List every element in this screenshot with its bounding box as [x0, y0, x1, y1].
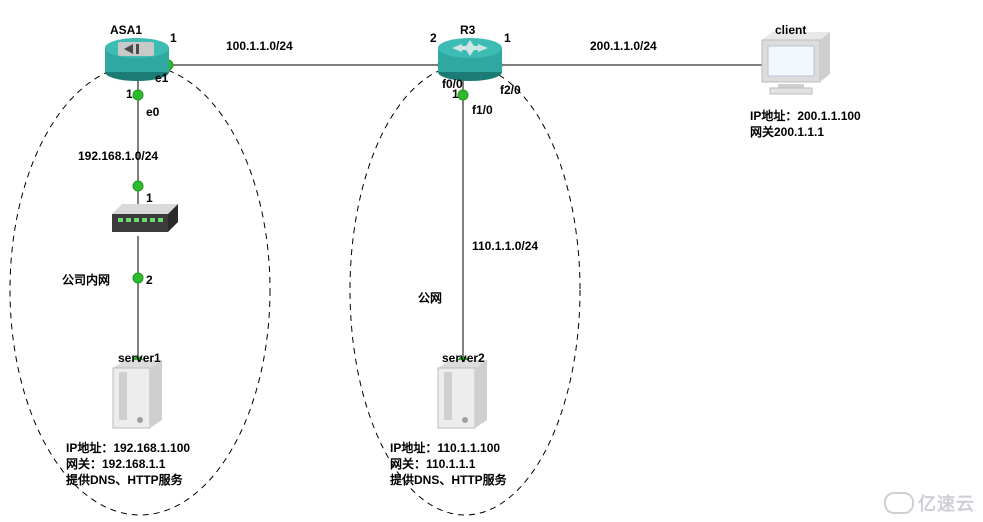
label-net-100: 100.1.1.0/24: [226, 38, 293, 54]
endpoint-dots: [133, 60, 775, 367]
label-zone-right: 公网: [418, 290, 442, 306]
device-r3-icon: [438, 38, 502, 81]
label-net-110: 110.1.1.0/24: [472, 238, 538, 254]
label-r3-f20: f2/0: [500, 82, 521, 98]
label-net-200: 200.1.1.0/24: [590, 38, 657, 54]
label-switch-port2: 2: [146, 272, 153, 288]
label-asa1-e1: e1: [155, 70, 168, 86]
label-r3-f10: f1/0: [472, 102, 493, 118]
label-server2-info: IP地址：110.1.1.100 网关：110.1.1.1 提供DNS、HTTP…: [390, 440, 507, 488]
label-switch-port1: 1: [146, 190, 153, 206]
label-r3-port1: 1: [504, 30, 511, 46]
label-asa1-e0: e0: [146, 104, 159, 120]
label-r3-name: R3: [460, 22, 475, 38]
label-asa1-port1: 1: [170, 30, 177, 46]
label-asa1-name: ASA1: [110, 22, 142, 38]
diagram-canvas: ASA1 R3 client server1 server2 100.1.1.0…: [0, 0, 983, 522]
label-r3-port2: 2: [430, 30, 437, 46]
label-server1-info: IP地址：192.168.1.100 网关：192.168.1.1 提供DNS、…: [66, 440, 190, 488]
label-r3-port1b: 1: [452, 86, 459, 102]
label-asa1-port1b: 1: [126, 86, 133, 102]
device-switch-icon: [112, 204, 178, 232]
label-zone-left: 公司内网: [62, 272, 110, 288]
label-server1-name: server1: [118, 350, 161, 366]
device-server1-icon: [113, 360, 162, 428]
watermark: 亿速云: [884, 490, 975, 516]
label-net-192: 192.168.1.0/24: [78, 148, 158, 164]
label-server2-name: server2: [442, 350, 485, 366]
watermark-text: 亿速云: [918, 494, 975, 514]
device-server2-icon: [438, 360, 487, 428]
label-client-info: IP地址：200.1.1.100 网关200.1.1.1: [750, 108, 861, 140]
label-client-name: client: [775, 22, 806, 38]
device-client-icon: [762, 32, 830, 94]
watermark-badge-icon: [884, 492, 914, 514]
